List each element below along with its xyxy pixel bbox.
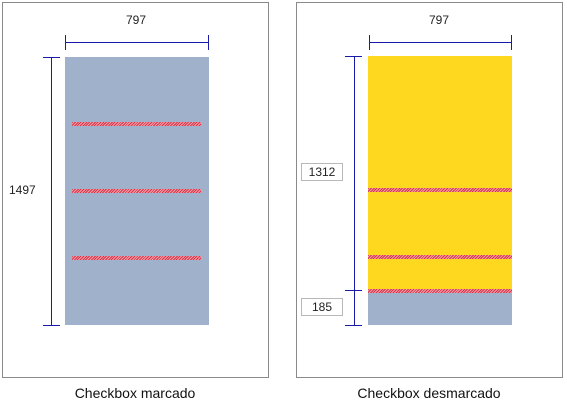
- right-panel-rectangle-bottom: [368, 291, 512, 325]
- right-height-tick-split: [345, 290, 362, 291]
- right-hatch-line-1: [368, 188, 512, 192]
- right-width-dimension-line: [369, 42, 512, 43]
- right-height-tick-bottom: [345, 325, 362, 326]
- right-hatch-line-2: [368, 255, 512, 259]
- left-width-tick-start: [65, 35, 66, 50]
- left-height-tick-top: [43, 57, 60, 58]
- right-caption: Checkbox desmarcado: [357, 385, 501, 401]
- right-height-dimension-line: [354, 56, 355, 325]
- right-width-tick-start: [369, 35, 370, 50]
- left-height-label: 1497: [9, 183, 36, 197]
- right-width-label: 797: [429, 13, 450, 27]
- left-width-dimension-line: [65, 42, 209, 43]
- left-hatch-line-2: [72, 189, 201, 193]
- left-width-tick-end: [208, 35, 209, 50]
- top-height-value-box[interactable]: 1312: [301, 163, 343, 181]
- right-width-tick-end: [511, 35, 512, 50]
- bottom-height-value-box[interactable]: 185: [301, 298, 343, 316]
- left-width-label: 797: [126, 13, 147, 27]
- left-height-dimension-line: [51, 57, 52, 325]
- left-caption: Checkbox marcado: [74, 385, 196, 401]
- right-height-tick-top: [345, 56, 362, 57]
- right-hatch-line-3: [368, 289, 512, 293]
- right-panel-rectangle-top: [368, 56, 512, 291]
- left-hatch-line-1: [72, 122, 201, 126]
- left-height-tick-bottom: [43, 325, 60, 326]
- left-hatch-line-3: [72, 256, 201, 260]
